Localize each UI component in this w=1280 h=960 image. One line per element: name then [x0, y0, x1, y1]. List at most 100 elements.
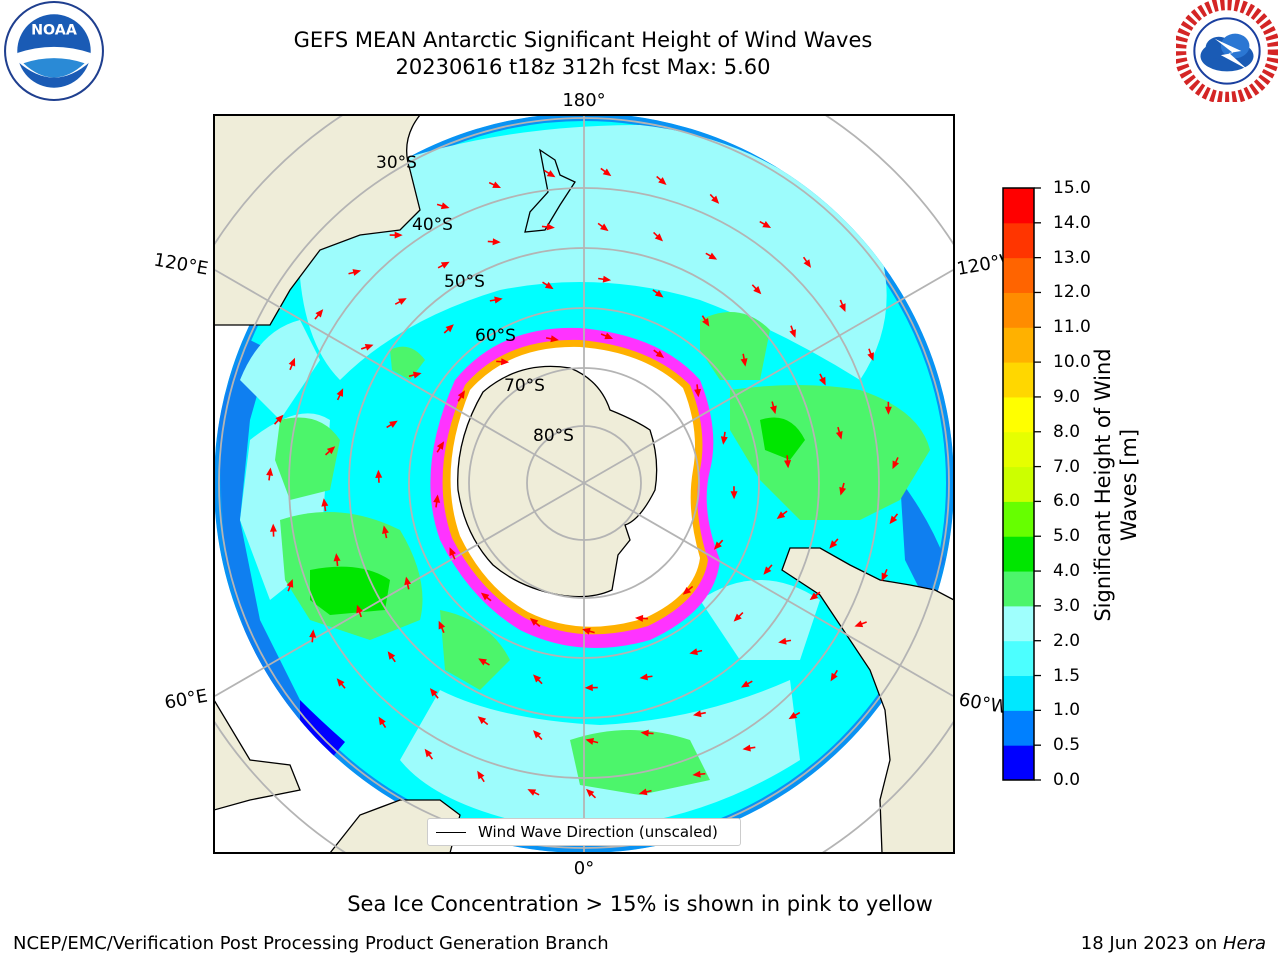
wave-arrow-head-icon	[788, 712, 798, 720]
colorbar-swatch	[1003, 571, 1034, 607]
wave-arrow-head-icon	[839, 486, 847, 496]
wave-arrow-head-icon	[478, 658, 487, 666]
colorbar-tick-label: 13.0	[1053, 247, 1091, 268]
wave-arrow-head-icon	[387, 651, 396, 660]
wave-arrow-head-icon	[711, 195, 720, 204]
wave-arrow-head-icon	[867, 352, 874, 361]
colorbar-tick-label: 1.5	[1053, 665, 1081, 686]
colorbar-tick-label: 10.0	[1053, 352, 1091, 373]
wave-arrow-head-icon	[602, 275, 612, 283]
colorbar	[1002, 187, 1041, 781]
colorbar-swatch	[1003, 745, 1034, 781]
wave-arrow-head-icon	[889, 515, 898, 525]
wave-arrow-head-icon	[389, 420, 398, 428]
wave-arrow-head-icon	[654, 233, 664, 242]
lon-label-0: 0°	[574, 858, 594, 879]
colorbar-swatch	[1003, 327, 1034, 363]
wave-arrow-head-icon	[819, 376, 826, 386]
map-frame	[213, 114, 955, 854]
wave-arrow-head-icon	[762, 220, 772, 228]
footer-date: 18 Jun 2023 on Hera	[1081, 933, 1266, 954]
wave-arrow-head-icon	[477, 770, 485, 780]
wave-arrow-head-icon	[477, 716, 487, 725]
map-title: GEFS MEAN Antarctic Significant Height o…	[293, 28, 873, 52]
lat-label-50s: 50°S	[444, 272, 485, 292]
wave-arrow-head-icon	[692, 770, 701, 778]
colorbar-swatch	[1003, 501, 1034, 537]
noaa-logo-text: NOAA	[31, 23, 77, 39]
wave-arrow-head-icon	[582, 627, 591, 635]
wave-arrow-head-icon	[784, 460, 792, 469]
wave-arrow-head-icon	[356, 604, 363, 614]
wave-arrow-head-icon	[336, 678, 345, 687]
colorbar-swatch	[1003, 257, 1034, 293]
wave-arrow-head-icon	[438, 620, 446, 630]
legend-line-icon	[436, 832, 466, 833]
wave-arrow-head-icon	[604, 332, 614, 340]
colorbar-swatch	[1003, 222, 1034, 259]
colorbar-swatch	[1003, 536, 1034, 572]
wave-arrow-head-icon	[839, 303, 846, 312]
wave-arrow-head-icon	[424, 748, 433, 758]
colorbar-tick-label: 6.0	[1053, 491, 1081, 512]
colorbar-label-line2: Waves [m]	[1117, 428, 1141, 542]
wave-arrow-head-icon	[527, 789, 537, 796]
wave-arrow-head-icon	[286, 579, 294, 588]
wave-arrow-head-icon	[321, 498, 329, 507]
colorbar-swatch	[1003, 362, 1034, 398]
wave-arrow-head-icon	[634, 614, 644, 622]
wave-arrow-head-icon	[658, 177, 667, 185]
wave-arrow-head-icon	[892, 460, 900, 470]
wave-arrow-head-icon	[288, 357, 296, 367]
wave-arrow-head-icon	[533, 730, 542, 739]
wave-arrow-head-icon	[492, 181, 502, 189]
colorbar-tick-label: 9.0	[1053, 386, 1081, 407]
colorbar-tick-label: 12.0	[1053, 282, 1091, 303]
wave-arrow-head-icon	[803, 259, 812, 268]
wave-arrow-head-icon	[713, 541, 722, 550]
wave-arrow-head-icon	[638, 788, 648, 796]
colorbar-swatch	[1003, 431, 1034, 468]
wave-arrow-head-icon	[884, 406, 892, 415]
wave-arrow-head-icon	[546, 170, 556, 178]
wave-arrow-head-icon	[398, 298, 407, 305]
map-legend: Wind Wave Direction (unscaled)	[427, 818, 741, 846]
wave-arrow-head-icon	[275, 414, 284, 423]
colorbar-swatch	[1003, 466, 1034, 502]
lon-label-180: 180°	[562, 90, 605, 111]
wave-arrow-head-icon	[740, 358, 748, 367]
wave-arrow-head-icon	[550, 335, 559, 343]
wave-arrow-head-icon	[269, 523, 277, 532]
wave-arrow-head-icon	[494, 296, 503, 304]
colorbar-tick-label: 15.0	[1053, 178, 1091, 198]
wave-arrow-head-icon	[585, 738, 595, 745]
wave-arrow-head-icon	[375, 469, 383, 478]
colorbar-frame	[1002, 187, 1035, 781]
colorbar-swatch	[1003, 292, 1034, 328]
wave-arrow-head-icon	[640, 729, 649, 737]
wave-arrow-head-icon	[763, 566, 772, 575]
wave-arrow-head-icon	[689, 648, 698, 656]
wave-arrow-head-icon	[429, 688, 438, 697]
legend-label: Wind Wave Direction (unscaled)	[478, 823, 718, 841]
lon-label-120e: 120°E	[152, 249, 210, 279]
wave-arrow-head-icon	[654, 289, 664, 298]
wave-arrow-head-icon	[776, 511, 786, 519]
wave-arrow-head-icon	[655, 350, 665, 358]
lon-label-60w: 60°W	[957, 689, 1010, 718]
wave-arrow-head-icon	[404, 576, 412, 586]
colorbar-tick-label: 1.0	[1053, 700, 1081, 721]
wind-wave-arrows	[266, 167, 900, 799]
wave-arrow-head-icon	[457, 390, 465, 399]
colorbar-tick-label: 0.5	[1053, 735, 1081, 756]
wave-arrow-head-icon	[492, 238, 501, 246]
lat-label-70s: 70°S	[504, 376, 545, 396]
wave-arrow-head-icon	[829, 540, 838, 549]
graticule	[214, 115, 954, 853]
wave-arrow-head-icon	[639, 673, 648, 681]
wave-arrow-head-icon	[544, 281, 554, 290]
colorbar-tick-label: 0.0	[1053, 770, 1081, 790]
colorbar-tick-label: 3.0	[1053, 595, 1081, 616]
footer-date-text: 18 Jun 2023 on	[1080, 933, 1223, 954]
